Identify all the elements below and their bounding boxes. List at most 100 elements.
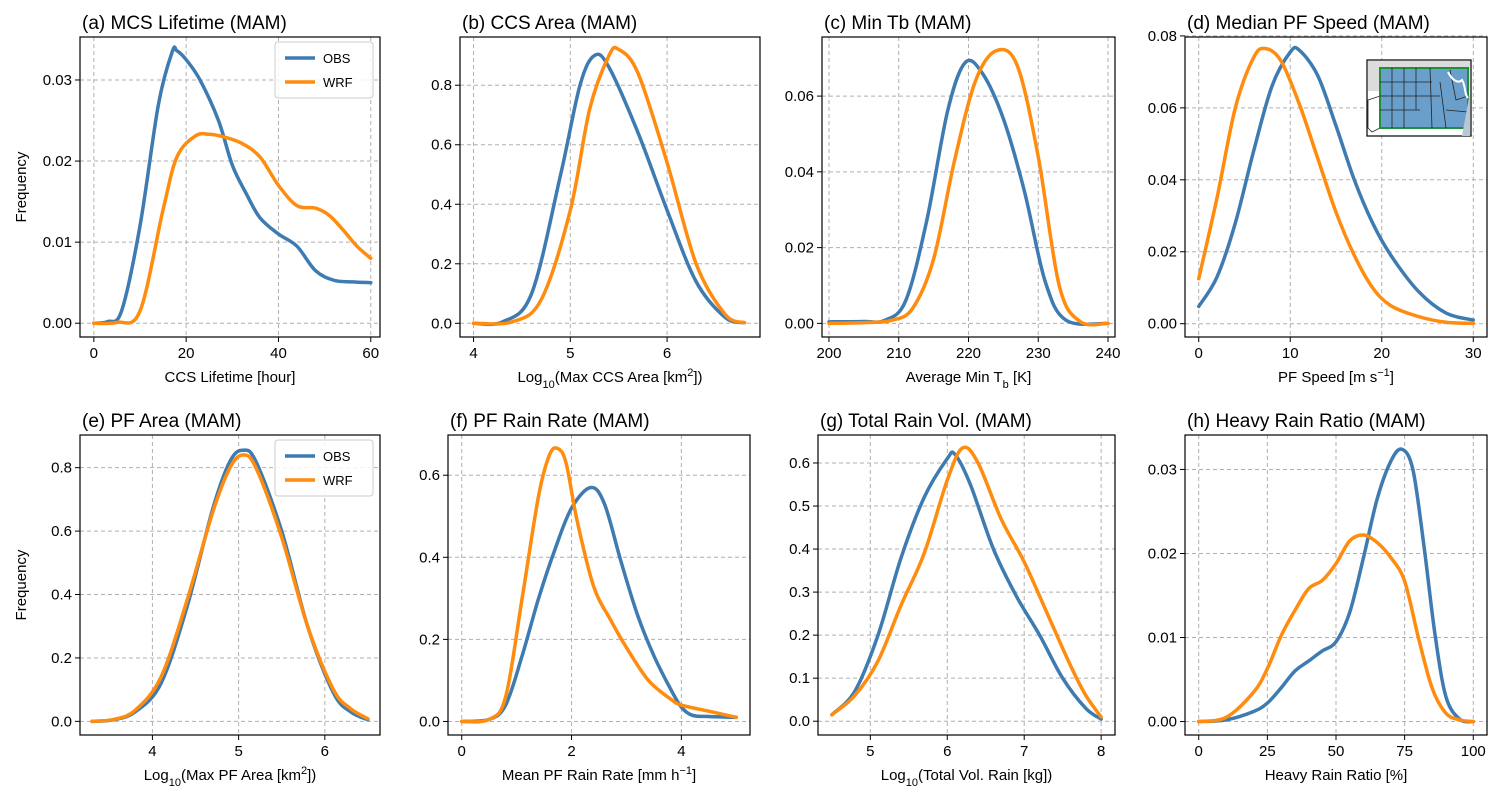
x-tick-label: 4: [469, 345, 477, 362]
y-tick-label: 0.0: [51, 713, 72, 730]
chart-panel-4: 4 5 6 0.0 0.2 0.4 0.6 0.8 (e) PF Area (MAM) Log10…: [13, 411, 381, 789]
y-tick-label: 0.2: [51, 650, 72, 667]
x-tick-label: 210: [886, 345, 911, 362]
x-axis-label: CCS Lifetime [hour]: [165, 369, 296, 386]
x-tick-label: 0: [458, 743, 466, 760]
x-tick-label: 2: [567, 743, 575, 760]
x-tick-label: 6: [663, 345, 671, 362]
legend-label-wrf: WRF: [323, 75, 353, 90]
chart-title: (c) Min Tb (MAM): [824, 13, 971, 34]
x-axis-label: Mean PF Rain Rate [mm h−1]: [502, 765, 696, 784]
x-tick-label: 230: [1026, 345, 1051, 362]
x-tick-label: 6: [943, 743, 951, 760]
series-line-wrf: [1196, 46, 1476, 326]
series-line-wrf: [827, 47, 1110, 327]
y-tick-label: 0.0: [419, 713, 440, 730]
plot-frame: [817, 434, 1116, 736]
y-tick-label: 0.2: [431, 256, 452, 273]
y-tick-label: 0.6: [789, 455, 810, 472]
chart-panel-0: 0 20 40 60 0.00 0.01 0.02 0.03 (a) MCS Lifetime …: [13, 13, 381, 386]
chart-panel-7: 0 25 50 75 100 0.00 0.01 0.02 0.03 (h) Heavy Rain…: [1148, 411, 1488, 784]
x-axis-label: Log10(Total Vol. Rain [kg]): [881, 767, 1053, 789]
chart-title: (b) CCS Area (MAM): [462, 13, 637, 34]
chart-title: (a) MCS Lifetime (MAM): [82, 13, 287, 34]
x-tick-label: 200: [816, 345, 841, 362]
y-tick-label: 0.00: [785, 315, 814, 332]
x-tick-label: 8: [1097, 743, 1105, 760]
series-line-obs: [1196, 45, 1476, 322]
x-tick-label: 100: [1461, 743, 1486, 760]
x-axis-label: Log10(Max CCS Area [km2]): [517, 367, 702, 391]
y-tick-label: 0.02: [1148, 545, 1177, 562]
legend: OBS WRF: [274, 41, 374, 99]
x-tick-label: 0: [90, 345, 98, 362]
x-axis-label: Log10(Max PF Area [km2]): [144, 765, 317, 789]
y-tick-label: 0.6: [419, 467, 440, 484]
plot-frame: [459, 36, 761, 338]
y-tick-label: 0.3: [789, 584, 810, 601]
legend: OBS WRF: [274, 439, 374, 497]
chart-panel-5: 0 2 4 0.0 0.2 0.4 0.6 (f) PF Rain Rate (MAM) Mea…: [419, 411, 751, 784]
x-tick-label: 20: [1373, 345, 1390, 362]
y-axis-label: Frequency: [13, 549, 30, 620]
y-tick-label: 0.4: [419, 549, 440, 566]
x-tick-label: 10: [1282, 345, 1299, 362]
y-tick-label: 0.06: [785, 88, 814, 105]
plot-frame: [79, 36, 381, 338]
chart-title: (e) PF Area (MAM): [82, 411, 241, 432]
series-line-wrf: [1196, 533, 1476, 724]
y-tick-label: 0.00: [1148, 714, 1177, 731]
series-line-wrf: [459, 446, 739, 724]
y-tick-label: 0.0: [431, 315, 452, 332]
y-tick-label: 0.02: [43, 153, 72, 170]
y-tick-label: 0.4: [431, 196, 452, 213]
y-tick-label: 0.01: [1148, 630, 1177, 647]
x-tick-label: 50: [1328, 743, 1345, 760]
y-tick-label: 0.4: [51, 587, 72, 604]
y-tick-label: 0.03: [43, 72, 72, 89]
y-tick-label: 0.04: [1148, 172, 1177, 189]
x-tick-label: 5: [234, 743, 242, 760]
legend-label-wrf: WRF: [323, 473, 353, 488]
y-tick-label: 0.2: [789, 627, 810, 644]
x-tick-label: 20: [178, 345, 195, 362]
x-tick-label: 0: [1195, 345, 1203, 362]
legend-label-obs: OBS: [323, 51, 351, 66]
x-tick-label: 6: [321, 743, 329, 760]
plot-frame: [1184, 36, 1488, 338]
plot-frame: [447, 434, 751, 736]
y-tick-label: 0.00: [1148, 316, 1177, 333]
y-tick-label: 0.08: [1148, 28, 1177, 45]
series-line-wrf: [92, 131, 373, 326]
y-tick-label: 0.03: [1148, 461, 1177, 478]
y-tick-label: 0.0: [789, 713, 810, 730]
x-tick-label: 240: [1096, 345, 1121, 362]
y-tick-label: 0.02: [785, 240, 814, 257]
x-tick-label: 30: [1465, 345, 1482, 362]
y-tick-label: 0.8: [51, 460, 72, 477]
series-line-obs: [1196, 447, 1476, 724]
x-tick-label: 60: [362, 345, 379, 362]
x-tick-label: 5: [866, 743, 874, 760]
series-line-obs: [92, 45, 373, 325]
x-axis-label: Average Min Tb [K]: [906, 369, 1032, 391]
series-line-obs: [459, 485, 739, 724]
chart-panel-6: 5 6 7 8 0.0 0.1 0.2 0.3 0.4 0.5 0.6 (g) Total Rain …: [789, 411, 1116, 789]
y-tick-label: 0.6: [51, 523, 72, 540]
x-axis-label: Heavy Rain Ratio [%]: [1265, 767, 1408, 784]
x-tick-label: 4: [677, 743, 685, 760]
y-tick-label: 0.06: [1148, 100, 1177, 117]
series-line-wrf: [830, 445, 1103, 719]
chart-panel-2: 200 210 220 230 240 0.00 0.02 0.04 0.06 (c) Min T…: [785, 13, 1121, 391]
y-tick-label: 0.01: [43, 234, 72, 251]
x-tick-label: 220: [956, 345, 981, 362]
y-tick-label: 0.1: [789, 670, 810, 687]
x-tick-label: 75: [1396, 743, 1413, 760]
y-tick-label: 0.04: [785, 164, 814, 181]
inset-map: [1366, 59, 1472, 137]
plot-frame: [79, 434, 381, 736]
series-line-obs: [830, 450, 1103, 721]
y-tick-label: 0.6: [431, 137, 452, 154]
y-tick-label: 0.2: [419, 631, 440, 648]
